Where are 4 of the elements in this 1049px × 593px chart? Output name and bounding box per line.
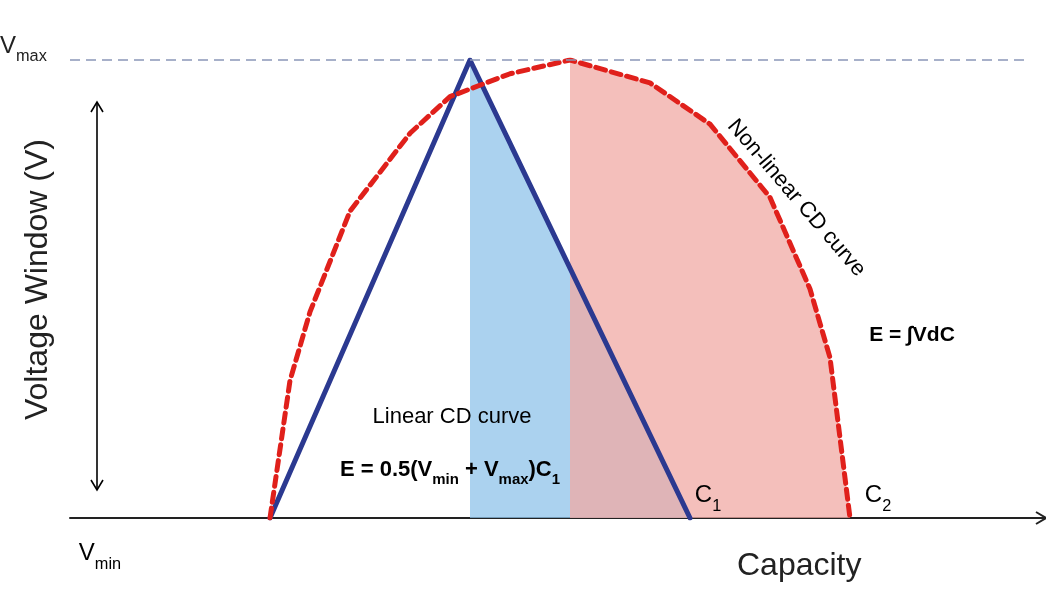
annotation: Linear CD curve bbox=[372, 402, 532, 428]
x-axis-title: Capacity bbox=[737, 546, 862, 582]
annotation: E = ∫VdC bbox=[869, 321, 955, 346]
y-axis-title: Voltage Window (V) bbox=[18, 138, 54, 420]
